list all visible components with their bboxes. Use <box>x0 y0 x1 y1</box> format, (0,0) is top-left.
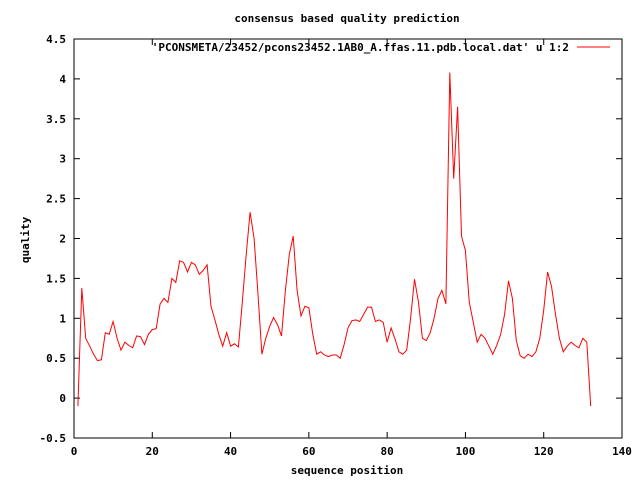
y-tick-label: 1 <box>59 312 66 325</box>
x-tick-label: 40 <box>224 445 237 458</box>
y-tick-label: 0.5 <box>46 352 66 365</box>
x-tick-label: 120 <box>534 445 554 458</box>
y-tick-label: -0.5 <box>40 432 67 445</box>
legend: 'PCONSMETA/23452/pcons23452.1AB0_A.ffas.… <box>152 41 610 54</box>
y-tick-label: 2.5 <box>46 193 66 206</box>
y-tick-label: 4 <box>59 73 66 86</box>
y-tick-label: 0 <box>59 392 66 405</box>
chart-title: consensus based quality prediction <box>234 12 459 25</box>
x-tick-label: 60 <box>302 445 315 458</box>
y-tick-label: 3.5 <box>46 113 66 126</box>
x-tick-label: 0 <box>71 445 78 458</box>
series-line <box>77 72 592 407</box>
y-tick-label: 4.5 <box>46 33 66 46</box>
x-tick-label: 80 <box>381 445 394 458</box>
series-layer <box>77 72 592 407</box>
x-tick-label: 140 <box>612 445 632 458</box>
x-axis-ticks: 0 20 40 60 80 100 120 140 <box>71 39 632 458</box>
y-axis-label: quality <box>19 216 32 263</box>
y-tick-label: 1.5 <box>46 272 66 285</box>
legend-label: 'PCONSMETA/23452/pcons23452.1AB0_A.ffas.… <box>152 41 569 54</box>
x-tick-label: 20 <box>146 445 159 458</box>
x-tick-label: 100 <box>455 445 475 458</box>
x-axis-label: sequence position <box>291 464 404 477</box>
y-axis-ticks: -0.5 0 0.5 1 1.5 2 2.5 3 3.5 4 4.5 <box>40 33 622 445</box>
y-tick-label: 3 <box>59 153 66 166</box>
y-tick-label: 2 <box>59 233 66 246</box>
